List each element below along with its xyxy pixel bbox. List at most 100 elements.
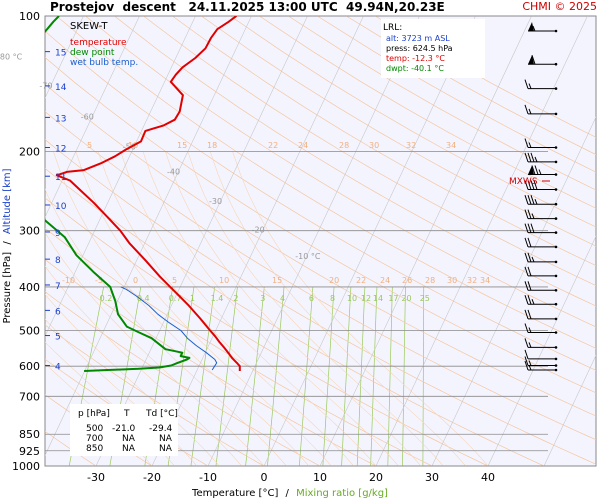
- wind-barb-half: [531, 213, 535, 219]
- wind-barb-full: [527, 309, 532, 320]
- theta-label: 24: [298, 141, 308, 150]
- dry-adiabat: [45, 56, 596, 394]
- wind-barb-full: [524, 360, 529, 371]
- temperature-tick-label: 30: [425, 471, 439, 484]
- isotherm: [151, 16, 364, 466]
- table-header-p: p [hPa]: [78, 409, 110, 419]
- lrl-altitude: alt: 3723 m ASL: [386, 34, 450, 43]
- mixing-ratio-line: [370, 286, 378, 466]
- temperature-tick-label: 0: [261, 471, 268, 484]
- mixing-ratio-line: [422, 286, 425, 466]
- lrl-pressure: press: 624.5 hPa: [386, 44, 453, 53]
- wind-barb: [524, 360, 558, 372]
- wind-barb-half: [531, 299, 535, 305]
- mixing-ratio-label: 0.7: [169, 294, 182, 303]
- dry-adiabat: [85, 16, 596, 328]
- wind-barb-full: [527, 180, 532, 190]
- table-cell: NA: [122, 444, 136, 454]
- wind-barb-full: [533, 180, 538, 190]
- table-cell: 500: [86, 424, 103, 434]
- wind-barb-half: [528, 342, 532, 348]
- dewpoint-line: [45, 16, 191, 372]
- wind-barb: [524, 266, 558, 278]
- isotherm-label: -30: [209, 197, 222, 206]
- wind-barb-full: [524, 152, 529, 163]
- wind-barb-dot: [554, 146, 558, 149]
- chart-header: Prostejov descent 24.11.2025 13:00 UTC 4…: [50, 0, 445, 14]
- x-axis-title: Temperature [°C] / Mixing ratio [g/kg]: [191, 488, 388, 499]
- isotherm: [95, 16, 308, 466]
- mixing-ratio-line: [402, 286, 406, 466]
- dry-adiabat: [114, 16, 596, 307]
- y-axis-title-pressure: Pressure [hPa]: [2, 252, 13, 324]
- table-header-t: T: [123, 409, 130, 419]
- temperature-tick-label: 20: [369, 471, 383, 484]
- wind-barb-dot: [554, 302, 558, 306]
- wind-barb-half: [528, 364, 532, 371]
- mixing-ratio-label: 6: [309, 294, 314, 303]
- altitude-tick-label: 7: [55, 282, 61, 292]
- isotherm: [207, 16, 420, 466]
- wind-barb-full: [534, 165, 539, 175]
- temperature-tick-label: -30: [87, 471, 105, 484]
- mixing-ratio-line: [245, 286, 265, 466]
- station-name: Prostejov: [50, 0, 115, 14]
- theta-label: 22: [356, 276, 366, 285]
- isotherm: [319, 16, 532, 466]
- wind-barb-full: [524, 266, 529, 277]
- x-axis-title-temperature: Temperature [°C]: [191, 488, 278, 499]
- wind-barb-half: [538, 169, 542, 175]
- wind-barb: [524, 237, 558, 249]
- mixing-ratio-line: [387, 286, 393, 466]
- wind-barb-full: [527, 223, 532, 233]
- wind-barb-full: [530, 152, 535, 163]
- mixing-ratio-label: 0.4: [137, 294, 150, 303]
- altitude-tick-label: 8: [55, 256, 61, 266]
- mixing-ratio-label: 10: [347, 294, 357, 303]
- pressure-tick-label: 500: [19, 325, 40, 338]
- isotherm: [45, 16, 252, 457]
- pressure-tick-label: 700: [19, 390, 40, 403]
- legend-temperature: temperature: [70, 38, 127, 48]
- theta-label: 15: [177, 141, 187, 150]
- wind-barb: [528, 165, 558, 176]
- wind-barb-full: [531, 165, 536, 175]
- wind-barb: [524, 323, 558, 334]
- wind-barb-full: [527, 152, 532, 163]
- wind-barb-full: [524, 138, 529, 148]
- mixing-ratio-label: 1: [190, 294, 195, 303]
- isotherm: [487, 235, 596, 466]
- wind-barb-full: [527, 237, 532, 248]
- svg-text:Pressure [hPa] /: Pressure [hPa] / Altitude [km]: [2, 168, 13, 323]
- altitude-tick-label: 13: [55, 114, 66, 124]
- mixing-ratio-line: [267, 286, 285, 466]
- lrl-dewpoint: dwpt: -40.1 °C: [386, 64, 444, 73]
- wind-barb-full: [524, 252, 529, 263]
- wind-barb-dot: [554, 357, 558, 361]
- temperature-line: [55, 16, 241, 371]
- theta-label: 30: [369, 141, 379, 150]
- theta-label: 28: [339, 141, 349, 150]
- x-axis-title-sep: /: [286, 488, 290, 499]
- isotherm-label: -20: [252, 226, 265, 235]
- altitude-tick-label: 15: [55, 49, 66, 59]
- table-cell: -29.4: [149, 424, 173, 434]
- theta-label: -10: [62, 276, 75, 285]
- wind-barb-half: [528, 83, 532, 89]
- wind-barb-dot: [554, 274, 558, 278]
- theta-label: 0: [133, 276, 138, 285]
- dry-adiabat: [201, 16, 596, 247]
- lrl-title: LRL:: [383, 23, 402, 33]
- altitude-tick-label: 4: [55, 363, 61, 373]
- wind-barb-dot: [554, 317, 558, 321]
- theta-label: 24: [380, 276, 390, 285]
- background-labels: -80 °C-70-60-50-40-30-20-10 °C0.20.40.71…: [0, 53, 490, 303]
- sounding-datetime: 24.11.2025 13:00 UTC: [188, 0, 338, 14]
- wind-barb-dot: [554, 245, 558, 249]
- mixing-ratio-label: 17: [388, 294, 398, 303]
- wind-barb-full: [527, 195, 532, 205]
- dry-adiabat: [45, 83, 596, 417]
- isotherm: [45, 16, 140, 218]
- wind-barb: [524, 79, 558, 90]
- profile-legend: SKEW-T temperature dew point wet bulb te…: [70, 21, 138, 68]
